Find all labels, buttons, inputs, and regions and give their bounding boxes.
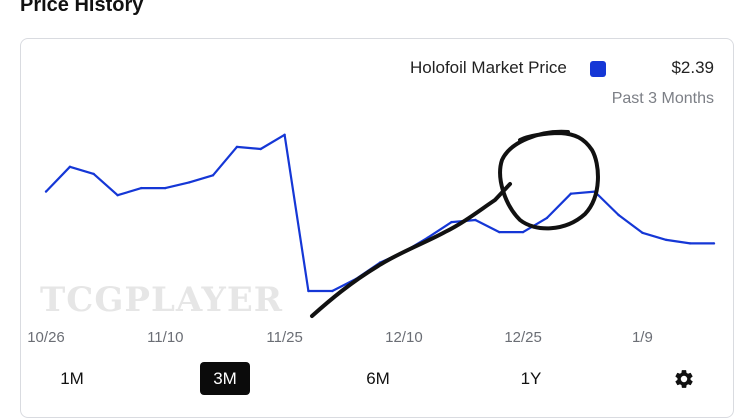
annotation-circle: [498, 129, 600, 231]
x-tick-label: 12/10: [385, 329, 423, 346]
tcgplayer-watermark: TCGPLAYER: [40, 280, 283, 320]
data-point: [44, 190, 48, 193]
series-line-holofoil: [45, 133, 714, 293]
data-point: [235, 145, 239, 149]
x-tick-label: 11/10: [147, 329, 183, 346]
x-tick-label: 11/25: [266, 329, 302, 346]
data-point: [283, 133, 286, 136]
data-point: [521, 230, 525, 234]
gear-icon[interactable]: [673, 368, 695, 390]
annotation-pen-stroke: [310, 182, 512, 318]
range-button-1m[interactable]: 1M: [60, 369, 84, 388]
range-button-6m[interactable]: 6M: [366, 369, 390, 388]
data-point: [712, 242, 716, 245]
data-point: [498, 230, 501, 234]
data-point: [688, 242, 692, 245]
section-title: Price History: [20, 0, 144, 16]
data-point: [331, 289, 334, 293]
price-history-card: [20, 38, 734, 418]
data-point: [92, 172, 95, 176]
data-point: [187, 181, 191, 184]
data-point: [545, 216, 549, 220]
legend-color-swatch: [590, 61, 606, 77]
data-point: [617, 213, 620, 217]
data-point: [259, 147, 262, 151]
data-point: [450, 220, 453, 224]
data-point: [140, 186, 143, 190]
legend-series-name: Holofoil Market Price: [410, 58, 567, 77]
legend-current-price: $2.39: [671, 58, 714, 77]
x-tick-label: 10/26: [27, 329, 65, 346]
range-period-label: Past 3 Months: [611, 90, 714, 107]
data-point: [68, 165, 72, 168]
data-point: [665, 238, 668, 242]
x-tick-label: 1/9: [632, 329, 653, 346]
data-point: [211, 174, 215, 177]
data-point: [307, 289, 310, 293]
range-button-3m[interactable]: 3M: [200, 362, 250, 395]
price-line-chart: 10/26 11/10 11/25 12/10 12/25 1/9: [27, 129, 716, 346]
data-point: [569, 192, 573, 195]
data-point: [164, 186, 167, 190]
data-point: [641, 231, 644, 234]
x-tick-label: 12/25: [504, 329, 542, 346]
data-point: [474, 218, 477, 222]
data-point: [116, 194, 119, 197]
range-button-1y[interactable]: 1Y: [520, 369, 542, 388]
